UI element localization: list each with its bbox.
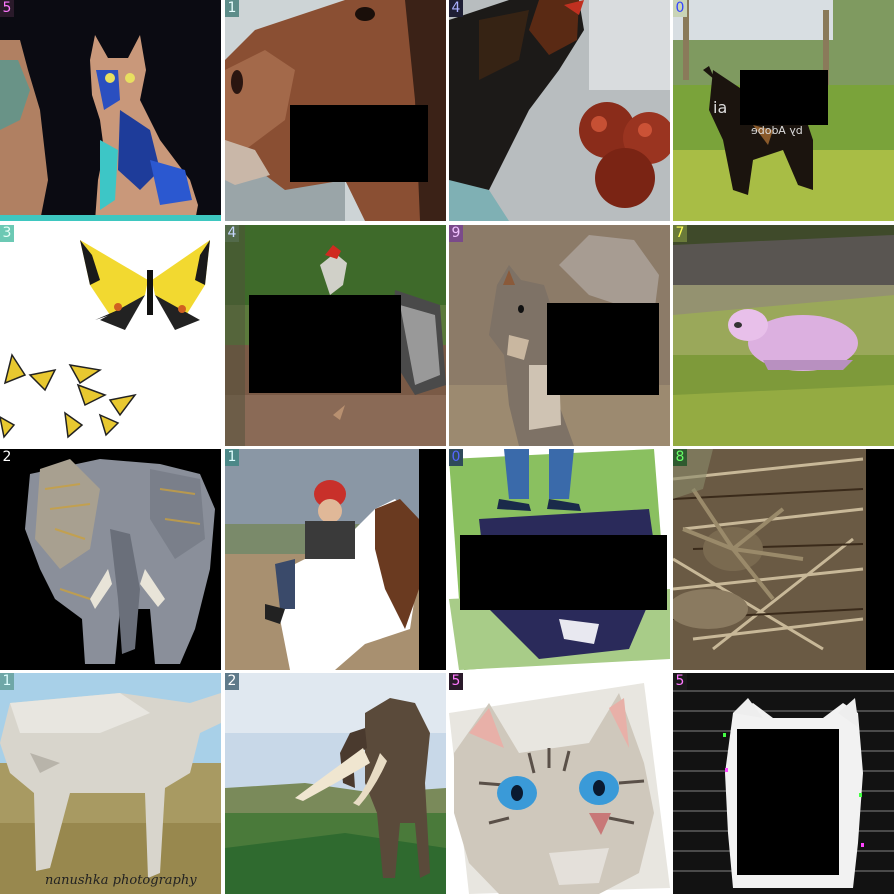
tile-13-horse: nanushka photography 1 xyxy=(0,673,221,894)
tile-6-rooster: 4 xyxy=(225,225,446,446)
class-label: 7 xyxy=(673,225,687,242)
class-label: 4 xyxy=(225,225,239,242)
tile-7-squirrel: 9 xyxy=(449,225,670,446)
tile-5-butterfly: 3 xyxy=(0,225,221,446)
tile-9-elephant: 2 xyxy=(0,449,221,670)
elephant-icon xyxy=(225,673,446,894)
tile-15-cat: 5 xyxy=(449,673,670,894)
class-label: 3 xyxy=(0,225,14,242)
class-label: 9 xyxy=(449,225,463,242)
class-label: 5 xyxy=(449,673,463,690)
class-label: 1 xyxy=(225,0,239,17)
class-label: 5 xyxy=(673,673,687,690)
tile-1-cat: 5 xyxy=(0,0,221,221)
tile-14-mammoth: 2 xyxy=(225,673,446,894)
tile-8-sheep: 7 xyxy=(673,225,894,446)
sheep-icon xyxy=(673,225,894,446)
class-label: 5 xyxy=(0,0,14,17)
occlusion-box xyxy=(547,303,659,395)
chicken-icon xyxy=(449,0,670,221)
spider-icon xyxy=(673,449,894,670)
tile-10-horse-rider: 1 xyxy=(225,449,446,670)
cat-icon xyxy=(0,0,221,221)
occlusion-box xyxy=(249,295,401,393)
butterfly-icon xyxy=(0,225,221,446)
occlusion-box xyxy=(737,729,839,875)
watermark-text: ia xyxy=(713,98,728,117)
tile-16-cat: 5 xyxy=(673,673,894,894)
occlusion-box xyxy=(460,535,667,610)
watermark-text: nanushka photography xyxy=(45,873,197,888)
class-label: 0 xyxy=(673,0,687,17)
watermark-text: by Adobe xyxy=(751,124,803,137)
tile-11-dog: 0 xyxy=(449,449,670,670)
elephant-icon xyxy=(0,449,221,670)
class-label: 1 xyxy=(0,673,14,690)
tile-3-chicken: 4 xyxy=(449,0,670,221)
class-label: 8 xyxy=(673,449,687,466)
tile-4-dog: ia by Adobe 0 xyxy=(673,0,894,221)
horse-icon xyxy=(225,449,446,670)
tile-12-spider: 8 xyxy=(673,449,894,670)
class-label: 4 xyxy=(449,0,463,17)
horse-icon xyxy=(0,673,221,894)
occlusion-box xyxy=(290,105,428,182)
cat-icon xyxy=(449,673,670,894)
class-label: 0 xyxy=(449,449,463,466)
class-label: 1 xyxy=(225,449,239,466)
occlusion-box xyxy=(740,70,828,125)
tile-2-horse: 1 xyxy=(225,0,446,221)
class-label: 2 xyxy=(0,449,14,466)
class-label: 2 xyxy=(225,673,239,690)
